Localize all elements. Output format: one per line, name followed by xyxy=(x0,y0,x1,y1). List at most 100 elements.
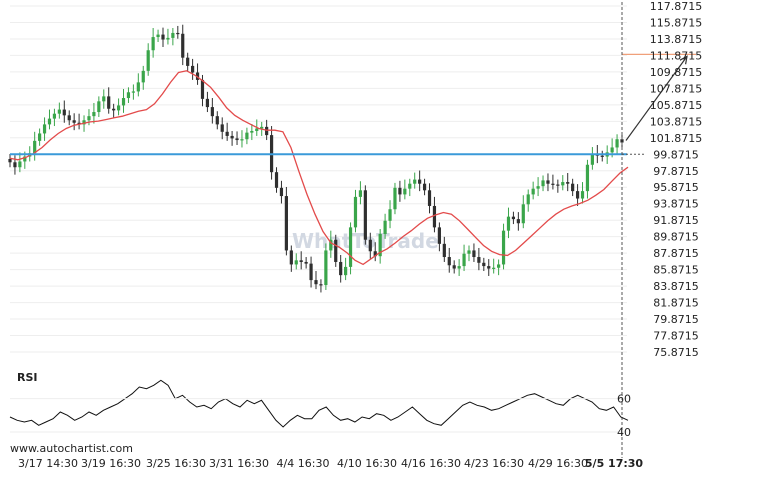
candlestick xyxy=(72,113,76,131)
rsi-label: RSI xyxy=(17,371,38,384)
price-tick-label: 83.8715 xyxy=(653,280,699,293)
candlestick xyxy=(422,178,427,196)
candlestick xyxy=(383,213,387,239)
candle-body xyxy=(329,239,333,251)
candle-body xyxy=(501,230,506,265)
candle-body xyxy=(13,162,17,168)
candle-body xyxy=(151,37,155,51)
candlestick xyxy=(18,152,22,173)
candlestick xyxy=(161,27,165,47)
price-tick-label: 109.8715 xyxy=(650,66,703,79)
candle-body xyxy=(57,109,61,114)
candle-body xyxy=(72,120,76,123)
candle-body xyxy=(23,156,27,162)
candlestick xyxy=(497,259,501,276)
candlestick xyxy=(235,131,239,145)
candlestick xyxy=(141,65,145,90)
candle-body xyxy=(580,191,585,199)
price-tick-label: 77.8715 xyxy=(653,330,699,343)
candlestick xyxy=(294,253,298,270)
candle-body xyxy=(210,107,214,117)
candlestick xyxy=(220,117,224,140)
candle-body xyxy=(541,180,545,187)
candlestick xyxy=(8,154,12,168)
candlestick xyxy=(442,236,446,262)
candle-body xyxy=(250,130,254,133)
candle-body xyxy=(348,227,353,267)
candle-body xyxy=(447,257,451,266)
candlestick xyxy=(462,244,466,272)
price-tick-label: 101.8715 xyxy=(650,132,703,145)
candlestick xyxy=(166,28,170,45)
candlestick xyxy=(413,172,417,189)
candle-body xyxy=(265,126,269,136)
candle-body xyxy=(255,128,259,131)
price-tick-label: 103.8715 xyxy=(650,115,703,128)
candle-body xyxy=(363,190,367,240)
candlestick xyxy=(363,185,367,245)
candlestick xyxy=(561,175,565,191)
price-tick-label: 99.8715 xyxy=(653,148,699,161)
price-tick-label: 91.8715 xyxy=(653,214,699,227)
price-axis: 117.8715 115.8715 113.8715 111.8715 109.8715… xyxy=(650,0,703,359)
candlestick xyxy=(181,24,185,66)
candle-body xyxy=(33,140,37,154)
candle-body xyxy=(497,264,501,268)
candlestick xyxy=(358,181,363,205)
candle-body xyxy=(309,263,313,281)
candle-body xyxy=(245,132,249,140)
candlestick xyxy=(284,187,288,256)
candlestick xyxy=(102,89,106,109)
footer-url: www.autochartist.com xyxy=(10,442,133,455)
candlestick xyxy=(289,245,293,272)
candle-body xyxy=(393,187,397,210)
candle-body xyxy=(482,262,486,267)
candle-body xyxy=(82,120,86,125)
candle-body xyxy=(620,139,624,143)
candlestick xyxy=(348,222,353,275)
candlestick xyxy=(136,73,140,97)
candle-body xyxy=(437,227,441,244)
candlestick xyxy=(57,102,61,119)
candlestick xyxy=(191,58,195,80)
price-tick-label: 89.8715 xyxy=(653,231,699,244)
candle-body xyxy=(62,109,66,116)
candle-body xyxy=(373,251,377,257)
candlestick xyxy=(156,29,160,43)
candle-body xyxy=(531,188,535,195)
candle-body xyxy=(561,182,565,186)
candlestick xyxy=(432,196,437,233)
candle-body xyxy=(472,250,476,258)
candle-body xyxy=(146,50,150,71)
candlestick xyxy=(304,257,308,269)
candle-body xyxy=(156,34,160,38)
candle-body xyxy=(427,190,432,206)
candle-body xyxy=(615,139,619,148)
candle-body xyxy=(566,182,570,184)
candlestick xyxy=(556,179,560,193)
forecast-arrow xyxy=(625,55,688,141)
candlestick xyxy=(274,167,279,193)
candlestick xyxy=(176,25,180,39)
price-tick-label: 115.8715 xyxy=(650,16,703,29)
candle-body xyxy=(314,280,318,285)
candle-body xyxy=(339,261,343,276)
candlestick xyxy=(309,256,313,288)
candlestick xyxy=(482,257,486,272)
candlestick xyxy=(511,211,516,225)
candlestick xyxy=(403,179,407,200)
price-tick-label: 93.8715 xyxy=(653,198,699,211)
candle-body xyxy=(378,233,382,257)
candlestick xyxy=(186,52,190,71)
candle-body xyxy=(516,219,520,224)
candlestick xyxy=(42,117,47,141)
candlestick xyxy=(585,159,590,199)
candlestick xyxy=(526,189,530,212)
candlestick xyxy=(427,183,432,214)
candlestick xyxy=(437,222,441,252)
candlestick xyxy=(240,130,244,148)
candlestick-series xyxy=(8,24,624,293)
candle-body xyxy=(171,32,175,38)
